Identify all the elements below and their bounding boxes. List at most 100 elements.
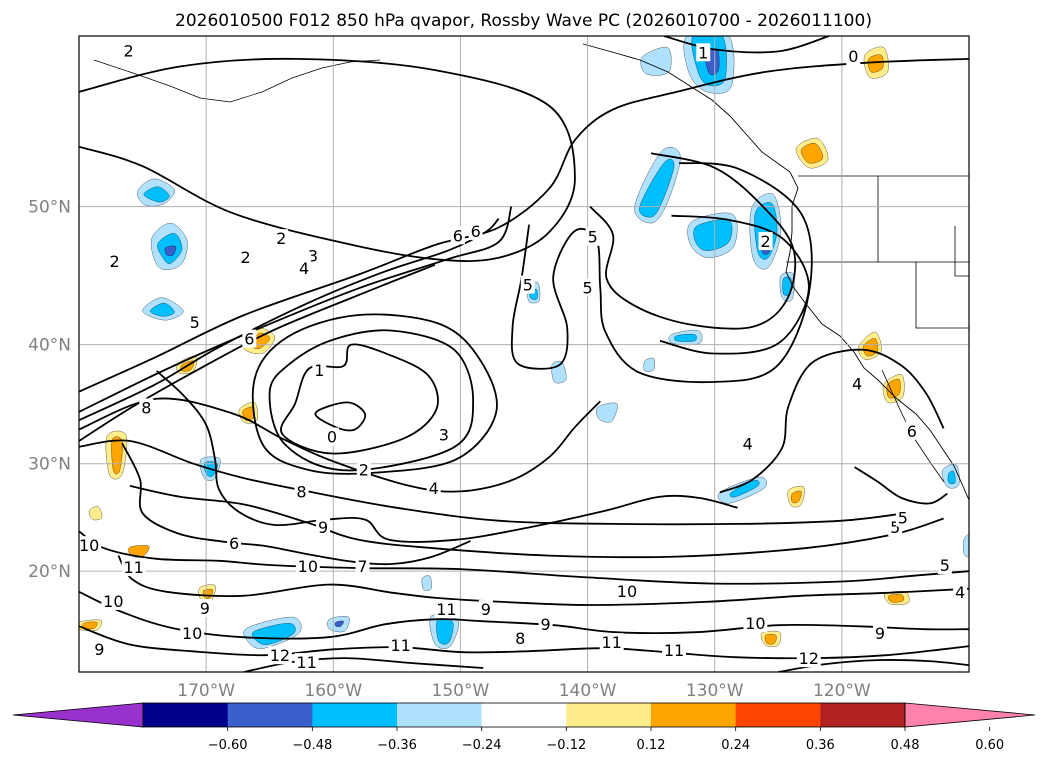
shaded-region (963, 534, 969, 558)
contour-label-bg (468, 221, 483, 240)
contour-label: 8 (515, 629, 525, 648)
contour-label-bg (274, 229, 289, 248)
contour-line (79, 625, 969, 660)
contour-label-bg (294, 482, 309, 501)
contour-line (244, 657, 484, 672)
contour-label: 4 (743, 434, 753, 453)
contour-label: 8 (141, 398, 151, 417)
contour-label-bg (101, 591, 126, 610)
colorbar-tick-label: 0.60 (975, 738, 1004, 753)
colorbar-tick-label: −0.12 (546, 738, 586, 753)
contour-label: 4 (955, 583, 965, 602)
colorbar-tick-label: −0.60 (208, 738, 248, 753)
colorbar-tick-label: −0.36 (377, 738, 417, 753)
contour-label-bg (614, 581, 639, 600)
contour-label-bg (312, 360, 327, 379)
colorbar-segment (481, 703, 567, 727)
contour-label-bg (267, 646, 292, 665)
contour-line (79, 439, 906, 526)
shaded-region (596, 402, 618, 423)
colorbar-segment (227, 703, 313, 727)
map-background (79, 36, 969, 672)
contour-label-bg (197, 599, 212, 618)
contour-label-bg (953, 582, 968, 601)
contour-label: 3 (308, 246, 318, 265)
colorbar-segment (651, 703, 737, 727)
contour-label: 4 (852, 374, 862, 393)
contour-label-bg (743, 614, 768, 633)
contour-label: 1 (698, 43, 708, 62)
contour-line (79, 530, 969, 585)
contour-line (314, 401, 367, 432)
contour-line (510, 162, 813, 384)
map-frame (78, 35, 970, 673)
contour-label: 10 (79, 536, 99, 555)
shaded-region (886, 378, 901, 399)
contour-line (854, 466, 948, 505)
shaded-region (421, 575, 432, 591)
contour-label-bg (758, 232, 773, 251)
contour-label: 3 (439, 425, 449, 444)
x-axis-ticks: 170°W 160°W 150°W 140°W 130°W 120°W (177, 681, 871, 701)
contour-label: 10 (182, 624, 202, 643)
contour-label: 2 (359, 460, 369, 479)
contour-label: 6 (907, 422, 917, 441)
contour-label: 9 (875, 624, 885, 643)
contour-label-bg (599, 633, 624, 652)
contour-label: 11 (664, 641, 684, 660)
qvapor-contours (79, 36, 969, 672)
contour-label: 6 (244, 330, 254, 349)
contour-label-bg (904, 421, 919, 440)
contour-line (268, 329, 475, 472)
contour-label: 9 (318, 518, 328, 537)
contour-label: 5 (898, 509, 908, 528)
contour-label-bg (139, 398, 154, 417)
contour-label: 4 (429, 479, 439, 498)
shaded-region (252, 623, 296, 645)
contour-label-bg (696, 43, 711, 62)
shaded-region (143, 186, 170, 203)
contour-label-bg (121, 558, 146, 577)
contour-label: 9 (94, 640, 104, 659)
contour-label-bg (580, 278, 595, 297)
contour-line (155, 370, 738, 543)
contour-label-bg (426, 479, 441, 498)
chart-title: 2026010500 F012 850 hPa qvapor, Rossby W… (175, 11, 872, 31)
contour-label: 5 (523, 276, 533, 295)
shaded-region (640, 46, 672, 76)
contour-label: 5 (190, 313, 200, 332)
shaded-region (800, 142, 824, 164)
contour-label: 7 (357, 557, 367, 576)
colorbar-extend-high (904, 702, 1036, 728)
contour-label-bg (295, 557, 320, 576)
colorbar-segment (312, 703, 398, 727)
contour-label: 6 (229, 534, 239, 553)
colorbar-segment (566, 703, 652, 727)
contour-label-bg (585, 227, 600, 246)
contour-label: 9 (541, 615, 551, 634)
colorbar-tick-label: −0.24 (462, 738, 502, 753)
colorbar-extend-low (12, 702, 144, 728)
contour-label: 5 (940, 556, 950, 575)
contour-label: 11 (602, 633, 622, 652)
x-tick-label: 160°W (304, 681, 362, 701)
contour-line (79, 58, 969, 393)
colorbar-segment (143, 703, 229, 727)
colorbar-segment (820, 703, 906, 727)
shaded-region (88, 506, 103, 521)
contour-label-bg (740, 434, 755, 453)
shaded-region (867, 54, 884, 73)
contour-label-bg (513, 629, 528, 648)
contour-label-bg (434, 600, 459, 619)
contour-label-bg (297, 258, 312, 277)
x-tick-label: 150°W (432, 681, 490, 701)
shaded-region (888, 594, 904, 603)
contour-label: 2 (276, 229, 286, 248)
contour-label-bg (242, 329, 257, 348)
contour-label: 10 (617, 582, 637, 601)
x-tick-label: 170°W (177, 681, 235, 701)
y-tick-label: 30°N (28, 455, 71, 475)
contour-line (117, 555, 969, 606)
contour-label-bg (388, 636, 413, 655)
